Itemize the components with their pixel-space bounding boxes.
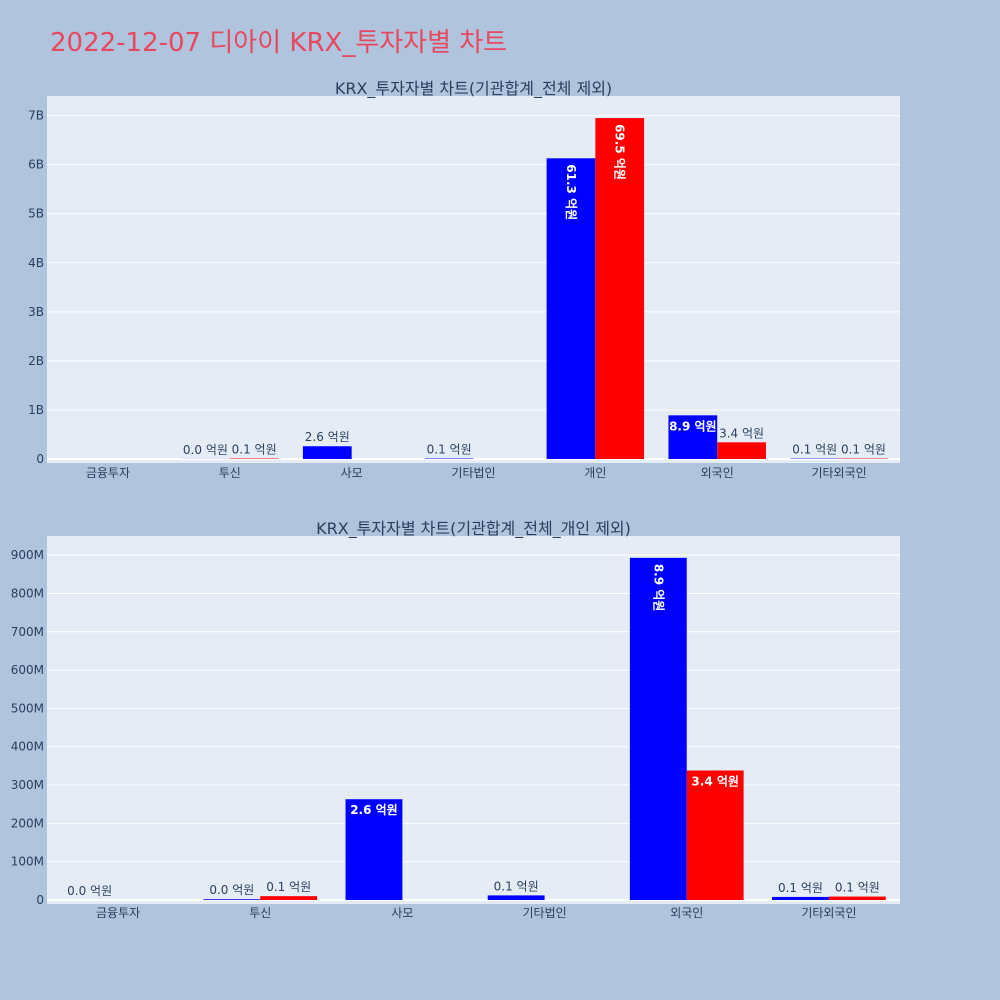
bar (772, 896, 829, 900)
bar-value-label: 8.9 억원 (651, 564, 665, 612)
bar (595, 118, 645, 459)
plot-area (47, 536, 900, 904)
bar (686, 770, 744, 900)
bar-value-label: 0.1 억원 (494, 879, 539, 893)
y-tick-label: 4B (28, 256, 44, 270)
bar-value-label: 8.9 억원 (669, 419, 717, 433)
bottom-bar-chart: KRX_투자자별 차트(기관합계_전체_개인 제외) 0 100M 200M 300M 4… (11, 519, 900, 920)
bar (546, 158, 596, 459)
plot-area (47, 96, 900, 463)
bar-value-label: 3.4 억원 (719, 426, 764, 440)
x-tick-label: 외국인 (701, 466, 734, 480)
x-tick-label: 기타법인 (451, 466, 495, 480)
x-tick-label: 금융투자 (96, 906, 140, 920)
bar-value-label: 0.0 억원 (183, 443, 228, 457)
bar-value-label: 0.1 억원 (232, 443, 277, 457)
y-tick-label: 500M (11, 701, 44, 715)
y-tick-label: 900M (11, 548, 44, 562)
chart-title: KRX_투자자별 차트(기관합계_전체 제외) (335, 79, 612, 99)
x-tick-label: 기타법인 (522, 906, 566, 920)
bar-value-label: 3.4 억원 (691, 774, 739, 788)
bar (345, 799, 403, 900)
x-tick-label: 기타외국인 (801, 906, 856, 920)
bar-value-label: 2.6 억원 (305, 430, 350, 444)
y-tick-label: 200M (11, 816, 44, 830)
bar-value-label: 0.1 억원 (266, 880, 311, 894)
chart-title: KRX_투자자별 차트(기관합계_전체_개인 제외) (316, 519, 631, 539)
bar-value-label: 0.0 억원 (209, 883, 254, 897)
bar (717, 442, 766, 459)
bar-value-label: 0.1 억원 (778, 881, 823, 895)
x-tick-label: 투신 (219, 466, 241, 480)
y-tick-label: 7B (28, 109, 44, 123)
page-title: 2022-12-07 디아이 KRX_투자자별 차트 (50, 28, 508, 58)
y-tick-label: 600M (11, 663, 44, 677)
x-tick-label: 투신 (249, 906, 271, 920)
bar (302, 446, 352, 459)
bar-value-label: 2.6 억원 (350, 803, 398, 817)
x-tick-label: 사모 (391, 906, 413, 920)
x-tick-label: 개인 (584, 466, 606, 480)
y-tick-label: 100M (11, 855, 44, 869)
bar (487, 895, 545, 900)
bar-value-label: 69.5 억원 (613, 124, 627, 180)
bar-value-label: 61.3 억원 (564, 164, 578, 220)
top-bar-chart: KRX_투자자별 차트(기관합계_전체 제외) 0 1B 2B 3B 4B 5B 6B 7B 금융… (28, 79, 900, 480)
bar-value-label: 0.0 억원 (67, 884, 112, 898)
y-tick-label: 6B (28, 158, 44, 172)
y-tick-label: 400M (11, 740, 44, 754)
bar-value-label: 0.1 억원 (841, 443, 886, 457)
bar-value-label: 0.1 억원 (835, 881, 880, 895)
y-tick-label: 1B (28, 403, 44, 417)
y-tick-label: 300M (11, 778, 44, 792)
x-tick-label: 기타외국인 (811, 466, 866, 480)
bar (260, 896, 318, 900)
y-tick-label: 3B (28, 305, 44, 319)
bar-value-label: 0.1 억원 (427, 443, 472, 457)
y-tick-label: 2B (28, 354, 44, 368)
y-tick-label: 5B (28, 207, 44, 221)
y-tick-label: 800M (11, 586, 44, 600)
x-tick-label: 사모 (341, 466, 363, 480)
x-tick-label: 외국인 (670, 906, 703, 920)
y-tick-label: 700M (11, 625, 44, 639)
bar-value-label: 0.1 억원 (792, 443, 837, 457)
bar (629, 557, 687, 900)
bar (203, 899, 261, 900)
y-tick-label: 0 (36, 893, 44, 907)
x-tick-label: 금융투자 (86, 466, 130, 480)
bar (668, 415, 718, 459)
bar (828, 896, 886, 900)
y-tick-label: 0 (36, 452, 44, 466)
